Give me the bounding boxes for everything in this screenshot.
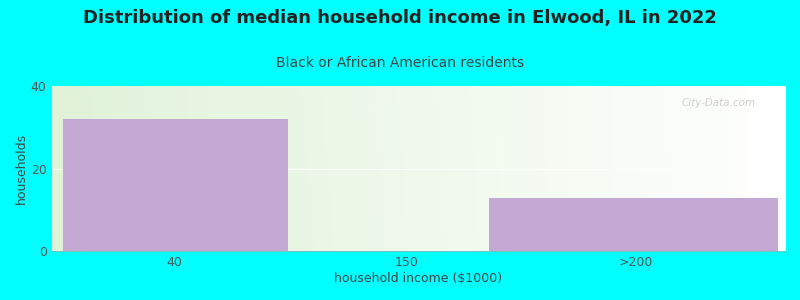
X-axis label: household income ($1000): household income ($1000) — [334, 272, 502, 285]
Text: City-Data.com: City-Data.com — [682, 98, 756, 108]
Text: Black or African American residents: Black or African American residents — [276, 56, 524, 70]
Bar — [63, 119, 288, 251]
Y-axis label: households: households — [15, 133, 28, 204]
Text: Distribution of median household income in Elwood, IL in 2022: Distribution of median household income … — [83, 9, 717, 27]
Bar — [490, 198, 778, 251]
